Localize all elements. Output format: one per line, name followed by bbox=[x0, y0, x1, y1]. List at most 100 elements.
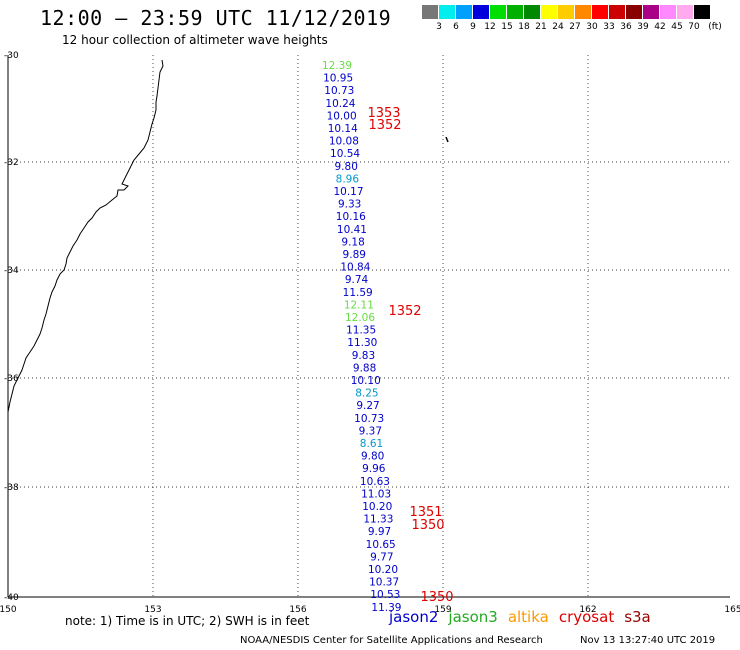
swh-reading: 10.95 bbox=[323, 73, 353, 85]
swh-reading: 9.33 bbox=[338, 199, 361, 211]
swh-reading: 10.00 bbox=[327, 110, 357, 122]
lat-label: -32 bbox=[4, 158, 19, 168]
footer-credit: NOAA/NESDIS Center for Satellite Applica… bbox=[240, 635, 543, 646]
page-title: 12:00 – 23:59 UTC 11/12/2019 bbox=[40, 6, 392, 30]
legend-jason2: jason2 bbox=[389, 608, 439, 626]
color-tick-label: 15 bbox=[501, 22, 513, 32]
swh-reading: 8.25 bbox=[355, 388, 378, 400]
color-tick-label: 18 bbox=[518, 22, 530, 32]
swh-reading: 10.54 bbox=[330, 148, 360, 160]
color-tick-label: 36 bbox=[620, 22, 632, 32]
color-tick-label: 6 bbox=[453, 22, 459, 32]
swh-reading: 11.35 bbox=[346, 325, 376, 337]
map-axis-labels: -30 -32 -34 -36 -38 -40 150 153 156 159 162 165 bbox=[0, 51, 740, 615]
lat-label: -40 bbox=[4, 593, 19, 603]
pass-time-label: 1351 bbox=[409, 505, 442, 520]
legend-altika: altika bbox=[507, 608, 549, 626]
page-subtitle: 12 hour collection of altimeter wave hei… bbox=[62, 33, 328, 47]
color-tick-label: 24 bbox=[552, 22, 564, 32]
map-frame bbox=[7, 55, 730, 598]
color-swatch-13 bbox=[643, 5, 660, 19]
lon-label: 159 bbox=[434, 605, 451, 615]
color-swatch-12 bbox=[626, 5, 643, 19]
swh-reading: 9.89 bbox=[343, 249, 366, 261]
legend-cryosat: cryosat bbox=[558, 608, 615, 626]
color-tick-label: 9 bbox=[470, 22, 476, 32]
color-swatch-0 bbox=[422, 5, 439, 19]
color-swatch-9 bbox=[575, 5, 592, 19]
color-swatch-14 bbox=[660, 5, 677, 19]
swh-reading: 10.20 bbox=[368, 564, 398, 576]
swh-reading: 9.74 bbox=[345, 274, 369, 286]
swh-reading: 9.83 bbox=[352, 350, 375, 362]
swh-reading: 11.33 bbox=[363, 514, 393, 526]
swh-reading: 12.39 bbox=[322, 60, 352, 72]
color-swatch-4 bbox=[490, 5, 507, 19]
swh-reading: 10.73 bbox=[324, 85, 354, 97]
swh-reading: 9.96 bbox=[362, 463, 386, 475]
swh-reading: 10.14 bbox=[328, 123, 358, 135]
swh-reading: 10.08 bbox=[329, 136, 359, 148]
color-swatch-15 bbox=[677, 5, 694, 19]
lon-label: 162 bbox=[579, 605, 596, 615]
color-swatch-16 bbox=[694, 5, 711, 19]
satellite-legend: jason2 jason3 altika cryosat s3a bbox=[389, 608, 651, 626]
swh-reading: 8.61 bbox=[360, 438, 383, 450]
color-tick-label: 12 bbox=[484, 22, 496, 32]
legend-jason3: jason3 bbox=[448, 608, 498, 626]
legend-note: note: 1) Time is in UTC; 2) SWH is in fe… bbox=[65, 614, 310, 628]
color-swatch-11 bbox=[609, 5, 626, 19]
lon-label: 156 bbox=[289, 605, 306, 615]
color-scale-ticks: 3 6 9 12 15 18 21 24 27 30 33 36 39 42 45 70 (ft) bbox=[422, 22, 740, 34]
color-tick-label: (ft) bbox=[708, 22, 722, 32]
swh-readings: 12.3910.9510.7310.2410.0010.1410.0810.54… bbox=[322, 60, 402, 614]
swh-reading: 10.17 bbox=[333, 186, 363, 198]
swh-reading: 10.37 bbox=[369, 577, 399, 589]
color-tick-label: 39 bbox=[637, 22, 649, 32]
color-swatch-3 bbox=[473, 5, 490, 19]
swh-reading: 11.39 bbox=[371, 602, 401, 614]
coastline bbox=[7, 59, 164, 413]
color-swatch-2 bbox=[456, 5, 473, 19]
swh-reading: 9.80 bbox=[335, 161, 358, 173]
swh-reading: 11.59 bbox=[343, 287, 373, 299]
swh-reading: 10.53 bbox=[370, 589, 400, 601]
pass-time-label: 1352 bbox=[368, 118, 401, 133]
color-swatch-1 bbox=[439, 5, 456, 19]
swh-reading: 12.06 bbox=[345, 312, 375, 324]
swh-reading: 10.65 bbox=[366, 539, 396, 551]
swh-reading: 11.30 bbox=[347, 337, 377, 349]
swh-reading: 10.16 bbox=[336, 211, 366, 223]
lat-label: -36 bbox=[4, 374, 19, 384]
lon-label: 165 bbox=[724, 605, 740, 615]
footer-timestamp: Nov 13 13:27:40 UTC 2019 bbox=[580, 635, 716, 646]
swh-reading: 8.96 bbox=[336, 173, 360, 185]
color-swatch-10 bbox=[592, 5, 609, 19]
swh-reading: 10.24 bbox=[325, 98, 355, 110]
map-gridlines bbox=[8, 55, 730, 597]
pass-time-label: 1352 bbox=[388, 304, 421, 319]
swh-reading: 11.03 bbox=[361, 488, 391, 500]
swh-reading: 10.73 bbox=[354, 413, 384, 425]
color-swatch-5 bbox=[507, 5, 524, 19]
swh-reading: 9.37 bbox=[359, 425, 382, 437]
swh-reading: 12.11 bbox=[344, 299, 374, 311]
island-mark bbox=[445, 136, 449, 143]
color-swatch-6 bbox=[524, 5, 541, 19]
color-swatch-8 bbox=[558, 5, 575, 19]
color-tick-label: 42 bbox=[654, 22, 666, 32]
swh-reading: 9.18 bbox=[341, 236, 364, 248]
swh-reading: 9.88 bbox=[353, 362, 376, 374]
color-scale-bar bbox=[422, 5, 711, 19]
color-tick-label: 21 bbox=[535, 22, 547, 32]
pass-time-label: 1353 bbox=[367, 106, 400, 121]
swh-reading: 10.10 bbox=[351, 375, 381, 387]
color-tick-label: 33 bbox=[603, 22, 615, 32]
legend-s3a: s3a bbox=[624, 608, 651, 626]
lat-label: -30 bbox=[4, 51, 19, 61]
color-tick-label: 45 bbox=[671, 22, 683, 32]
lon-label: 153 bbox=[144, 605, 161, 615]
swh-reading: 9.80 bbox=[361, 451, 384, 463]
lon-label: 150 bbox=[0, 605, 17, 615]
